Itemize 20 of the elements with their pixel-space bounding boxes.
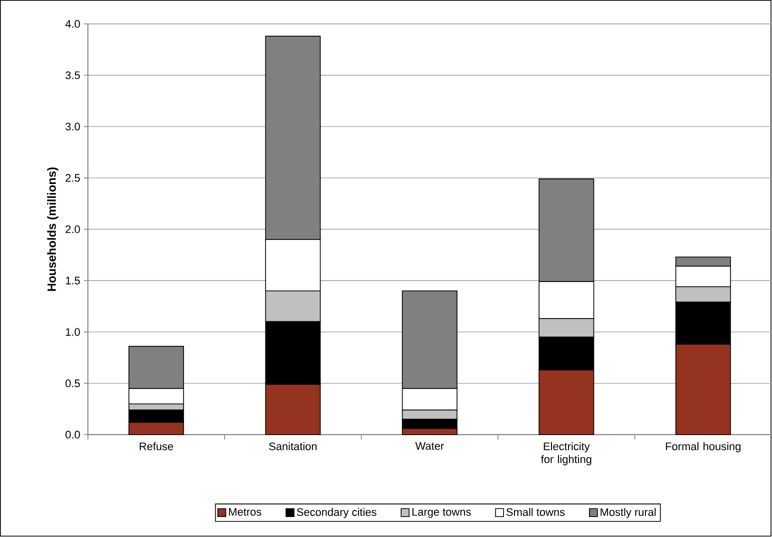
y-tick-label: 3.0 [66, 122, 80, 131]
legend-label: Secondary cities [296, 508, 376, 518]
y-tick-label: 2.5 [66, 174, 80, 182]
x-tick-label: Electricity for lighting [540, 442, 592, 466]
x-tick-label: Sanitation [269, 442, 317, 450]
legend-label: Mostly rural [600, 508, 656, 518]
y-tick-label: 1.0 [66, 328, 80, 336]
x-tick-label: Formal housing [666, 442, 740, 453]
x-tick-label: Refuse [140, 442, 174, 450]
y-tick-label: 4.0 [65, 20, 80, 28]
legend-label: Small towns [506, 508, 565, 516]
y-tick-label: 1.5 [66, 277, 80, 285]
y-tick-label: 3.5 [66, 72, 80, 80]
y-tick-label: 0.5 [66, 380, 80, 388]
x-tick-label: Water [415, 442, 444, 450]
y-tick-label: 2.0 [66, 226, 80, 234]
legend-label: Large towns [412, 508, 471, 518]
y-axis-title: Households (millions) [47, 168, 58, 292]
y-tick-label: 0.0 [66, 431, 80, 439]
legend-label: Metros [229, 508, 262, 516]
